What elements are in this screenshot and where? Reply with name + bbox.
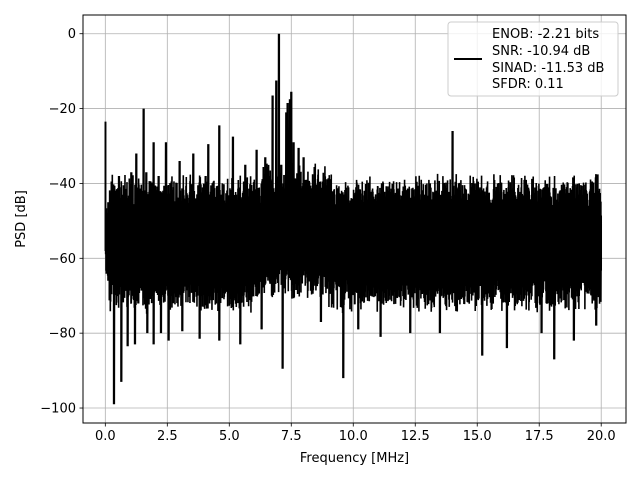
legend-enob: ENOB: -2.21 bits — [492, 27, 599, 42]
legend-sfdr: SFDR: 0.11 — [492, 77, 564, 92]
axis-ticks: 0.0 2.5 5.0 7.5 10.0 12.5 15.0 17.5 20.0 0 −20 −40 −… — [40, 27, 615, 444]
x-tick-label: 17.5 — [525, 429, 554, 444]
x-tick-label: 5.0 — [219, 429, 240, 444]
legend: ENOB: -2.21 bits SNR: -10.94 dB SINAD: -… — [447, 21, 619, 97]
y-tick-label: −20 — [49, 102, 76, 117]
y-axis-label: PSD [dB] — [14, 190, 29, 248]
x-tick-label: 15.0 — [463, 429, 492, 444]
axes-frame — [82, 14, 627, 424]
spectrum-plot — [104, 33, 603, 405]
y-tick-label: 0 — [68, 27, 76, 42]
x-tick-label: 12.5 — [401, 429, 430, 444]
y-tick-label: −100 — [40, 402, 76, 417]
x-tick-label: 2.5 — [157, 429, 178, 444]
x-tick-label: 7.5 — [281, 429, 302, 444]
legend-sinad: SINAD: -11.53 dB — [492, 61, 604, 76]
x-tick-label: 10.0 — [339, 429, 368, 444]
legend-box — [447, 21, 619, 97]
y-tick-label: −60 — [49, 252, 76, 267]
x-axis-label: Frequency [MHz] — [300, 451, 409, 466]
x-tick-label: 0.0 — [95, 429, 116, 444]
legend-snr: SNR: -10.94 dB — [492, 44, 590, 59]
psd-series-line — [104, 33, 603, 405]
x-tick-label: 20.0 — [587, 429, 616, 444]
y-tick-label: −80 — [49, 327, 76, 342]
y-tick-label: −40 — [49, 177, 76, 192]
